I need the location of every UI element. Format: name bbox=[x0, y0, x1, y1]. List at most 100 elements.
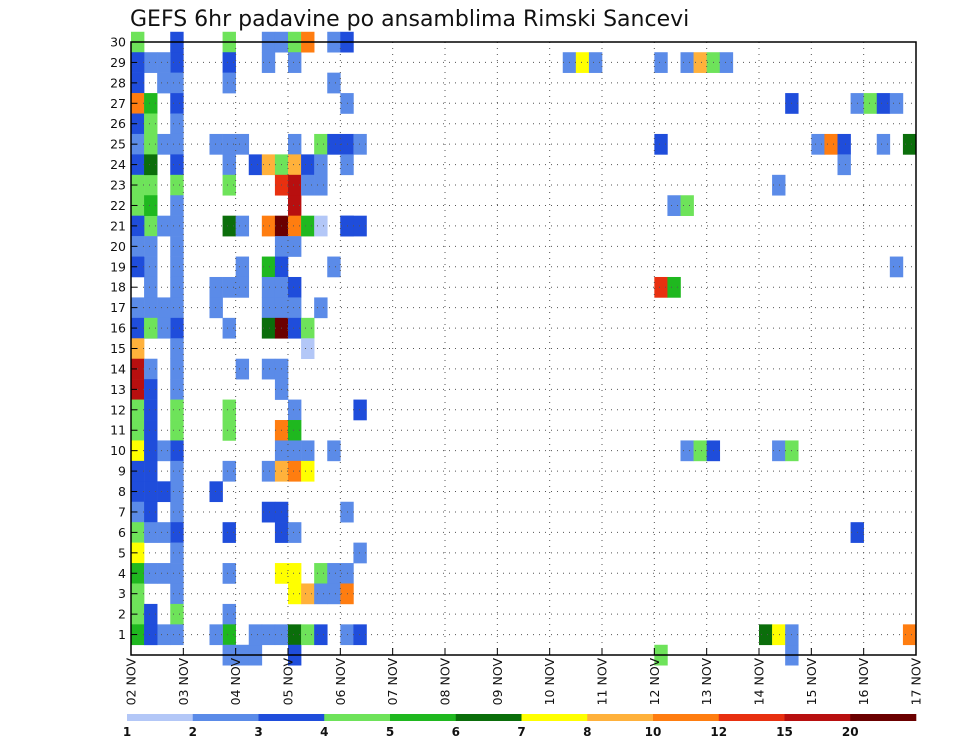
heatmap-cell bbox=[314, 297, 328, 319]
heatmap-cell bbox=[261, 256, 276, 278]
heatmap-cell bbox=[170, 338, 184, 360]
y-tick-label: 5 bbox=[118, 545, 126, 560]
heatmap-cell bbox=[680, 52, 694, 73]
heatmap-cell bbox=[170, 542, 184, 564]
heatmap-cell bbox=[144, 93, 158, 114]
legend-label: 2 bbox=[189, 725, 197, 739]
heatmap-cell bbox=[157, 522, 171, 543]
x-tick-label: 16 NOV bbox=[856, 658, 871, 706]
legend-label: 12 bbox=[710, 725, 727, 739]
heatmap-cell bbox=[288, 276, 302, 298]
heatmap-cell bbox=[261, 358, 276, 380]
heatmap-cell bbox=[772, 440, 786, 462]
heatmap-cell bbox=[170, 297, 184, 319]
heatmap-cell bbox=[144, 236, 158, 257]
heatmap-cell bbox=[288, 522, 302, 543]
heatmap-cell bbox=[144, 174, 158, 196]
heatmap-cell bbox=[654, 133, 668, 155]
heatmap-cell bbox=[288, 236, 302, 257]
y-tick-label: 3 bbox=[118, 586, 126, 601]
legend-label: 5 bbox=[386, 725, 394, 739]
x-tick-label: 15 NOV bbox=[804, 658, 819, 706]
legend-swatch bbox=[390, 714, 457, 721]
heatmap-cell bbox=[288, 583, 302, 605]
heatmap-cell bbox=[170, 317, 184, 339]
heatmap-cell bbox=[301, 154, 315, 176]
heatmap-cell bbox=[654, 276, 668, 298]
x-tick-label: 12 NOV bbox=[647, 658, 662, 706]
x-tick-label: 05 NOV bbox=[281, 658, 296, 706]
heatmap-cell bbox=[327, 133, 341, 155]
legend-label: 7 bbox=[517, 725, 525, 739]
heatmap-cell bbox=[261, 154, 276, 176]
heatmap-cell bbox=[693, 52, 707, 73]
heatmap-cell bbox=[144, 624, 158, 646]
heatmap-cell bbox=[314, 624, 328, 646]
y-tick-label: 16 bbox=[110, 321, 126, 336]
y-tick-label: 19 bbox=[110, 259, 126, 274]
heatmap-cell bbox=[170, 379, 184, 400]
y-tick-label: 27 bbox=[110, 96, 126, 111]
y-tick-label: 24 bbox=[110, 157, 126, 172]
legend-label: 10 bbox=[645, 725, 662, 739]
heatmap-cell bbox=[889, 93, 904, 114]
legend-swatch bbox=[653, 714, 720, 721]
x-axis-ticks: 02 NOV 03 NOV 04 NOV 05 NOV 06 NOV 07 NOV 08 N… bbox=[124, 648, 924, 705]
heatmap-cell bbox=[261, 52, 276, 73]
heatmap-cell bbox=[170, 563, 184, 584]
heatmap-cell bbox=[327, 440, 341, 462]
y-tick-label: 2 bbox=[118, 607, 126, 622]
heatmap-cell bbox=[222, 522, 236, 543]
heatmap-cell bbox=[902, 624, 917, 646]
heatmap-cell bbox=[261, 501, 276, 523]
heatmap-cells bbox=[131, 31, 917, 666]
heatmap-cell bbox=[170, 133, 184, 155]
heatmap-cell bbox=[222, 317, 236, 339]
y-tick-label: 1 bbox=[118, 627, 126, 642]
legend-label: 1 bbox=[123, 725, 131, 739]
heatmap-cell bbox=[144, 52, 158, 73]
heatmap-cell bbox=[327, 583, 341, 605]
legend-swatch bbox=[192, 714, 259, 721]
heatmap-cell bbox=[144, 399, 158, 421]
heatmap-cell bbox=[144, 603, 158, 625]
heatmap-cell bbox=[222, 72, 236, 94]
heatmap-cell bbox=[235, 133, 250, 155]
heatmap-cell bbox=[170, 215, 184, 237]
heatmap-cell bbox=[588, 52, 603, 73]
heatmap-cell bbox=[144, 563, 158, 584]
y-tick-label: 8 bbox=[118, 484, 126, 499]
heatmap-cell bbox=[235, 215, 250, 237]
heatmap-cell bbox=[288, 624, 302, 646]
heatmap-cell bbox=[288, 52, 302, 73]
y-tick-label: 11 bbox=[110, 423, 126, 438]
heatmap-cell bbox=[170, 154, 184, 176]
heatmap-cell bbox=[288, 317, 302, 339]
heatmap-cell bbox=[288, 154, 302, 176]
heatmap-cell bbox=[222, 52, 236, 73]
y-tick-label: 22 bbox=[110, 198, 126, 213]
heatmap-cell bbox=[301, 583, 315, 605]
x-tick-label: 02 NOV bbox=[124, 658, 139, 706]
legend-swatch bbox=[521, 714, 588, 721]
heatmap-cell bbox=[314, 154, 328, 176]
y-tick-label: 4 bbox=[118, 566, 126, 581]
grid-lines bbox=[131, 41, 916, 655]
heatmap-cell bbox=[235, 276, 250, 298]
heatmap-cell bbox=[144, 460, 158, 482]
heatmap-cell bbox=[170, 399, 184, 421]
heatmap-cell bbox=[144, 154, 158, 176]
heatmap-cell bbox=[209, 624, 223, 646]
heatmap-cell bbox=[654, 52, 668, 73]
heatmap-cell bbox=[876, 93, 891, 114]
heatmap-cell bbox=[314, 215, 328, 237]
legend-label: 6 bbox=[452, 725, 460, 739]
heatmap-cell bbox=[144, 317, 158, 339]
heatmap-cell bbox=[680, 440, 694, 462]
heatmap-cell bbox=[314, 583, 328, 605]
heatmap-cell bbox=[248, 624, 263, 646]
heatmap-cell bbox=[144, 297, 158, 319]
heatmap-cell bbox=[170, 113, 184, 135]
heatmap-cell bbox=[288, 297, 302, 319]
heatmap-cell bbox=[288, 460, 302, 482]
